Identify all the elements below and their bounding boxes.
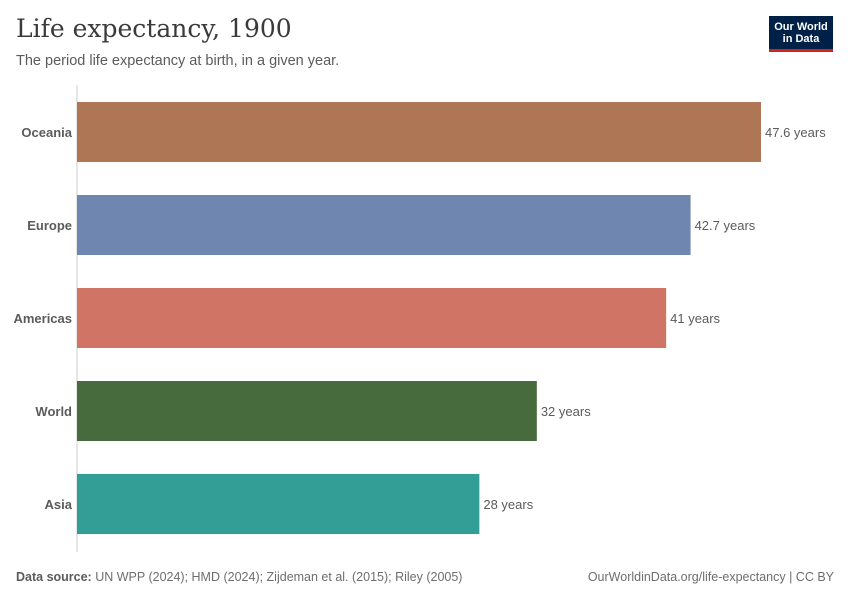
owid-logo[interactable]: Our World in Data <box>769 16 833 52</box>
bar-oceania[interactable] <box>77 102 761 162</box>
chart-subtitle: The period life expectancy at birth, in … <box>16 53 340 69</box>
logo-line-1: Our World <box>774 20 828 33</box>
bar-chart: Oceania 47.6 years Europe 42.7 years America… <box>13 85 826 552</box>
bar-asia[interactable] <box>77 474 480 534</box>
data-source-text: UN WPP (2024); HMD (2024); Zijdeman et a… <box>91 570 463 584</box>
category-label-americas: Americas <box>13 311 72 326</box>
value-label-asia: 28 years <box>483 497 533 512</box>
source-link[interactable]: OurWorldinData.org/life-expectancy | CC … <box>587 570 834 584</box>
category-label-europe: Europe <box>27 218 72 233</box>
bar-europe[interactable] <box>77 195 691 255</box>
category-label-oceania: Oceania <box>21 125 72 140</box>
value-label-europe: 42.7 years <box>695 218 756 233</box>
value-label-world: 32 years <box>541 404 591 419</box>
category-label-asia: Asia <box>45 497 73 512</box>
value-label-oceania: 47.6 years <box>765 125 826 140</box>
category-label-world: World <box>35 404 72 419</box>
chart-title: Life expectancy, 1900 <box>16 14 292 43</box>
data-source-label: Data source: <box>16 570 92 584</box>
logo-line-2: in Data <box>782 32 820 45</box>
bar-americas[interactable] <box>77 288 667 348</box>
data-source: Data source: UN WPP (2024); HMD (2024); … <box>16 570 462 584</box>
value-label-americas: 41 years <box>670 311 720 326</box>
bar-world[interactable] <box>77 381 537 441</box>
